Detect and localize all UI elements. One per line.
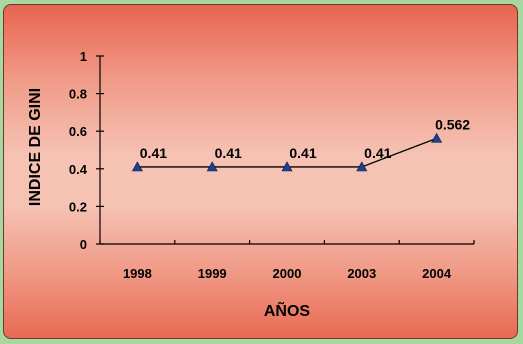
data-point-2 (281, 161, 293, 172)
data-label-1: 0.41 (215, 145, 242, 161)
data-point-3 (356, 161, 368, 172)
x-axis-title: AÑOS (264, 300, 311, 320)
data-label-3: 0.41 (364, 145, 391, 161)
x-tick-label-4: 2004 (422, 266, 452, 281)
data-point-0 (131, 161, 143, 172)
y-tick-label-2: 0.4 (69, 162, 88, 177)
data-point-4 (431, 132, 443, 143)
y-tick-label-3: 0.6 (69, 124, 87, 139)
y-tick-label-4: 0.8 (69, 87, 87, 102)
y-tick-label-0: 0 (80, 237, 87, 252)
x-tick-label-2: 2000 (273, 266, 302, 281)
data-label-0: 0.41 (140, 145, 167, 161)
data-point-1 (206, 161, 218, 172)
y-axis-title: INDICE DE GINI (27, 88, 44, 206)
y-tick-label-1: 0.2 (69, 199, 87, 214)
chart-panel (3, 4, 518, 339)
data-label-2: 0.41 (289, 145, 316, 161)
x-tick-label-3: 2003 (347, 266, 376, 281)
x-tick-label-0: 1998 (123, 266, 152, 281)
y-tick-label-5: 1 (80, 49, 87, 64)
data-label-4: 0.562 (435, 116, 470, 132)
x-tick-label-1: 1999 (198, 266, 227, 281)
